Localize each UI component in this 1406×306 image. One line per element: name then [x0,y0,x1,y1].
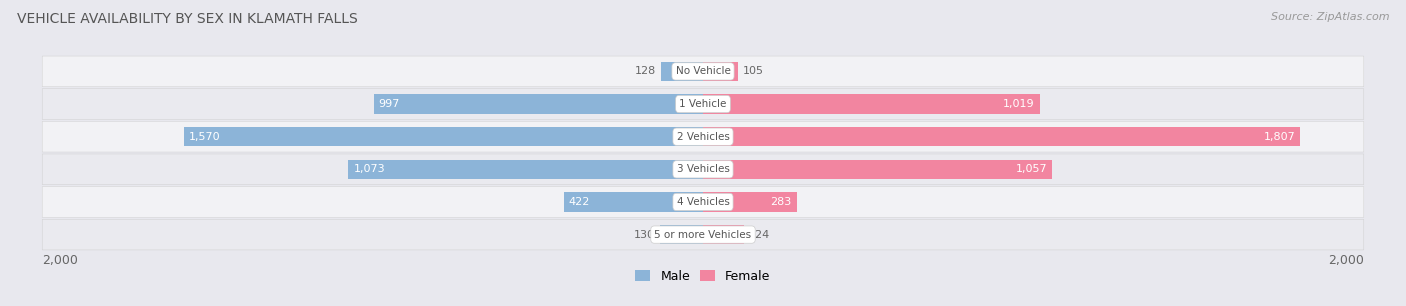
Text: 4 Vehicles: 4 Vehicles [676,197,730,207]
Bar [564,192,703,212]
Text: 1,019: 1,019 [1002,99,1035,109]
FancyBboxPatch shape [42,121,1364,152]
Text: No Vehicle: No Vehicle [675,66,731,76]
Bar [374,94,703,114]
Text: 2,000: 2,000 [1327,254,1364,267]
Text: 2 Vehicles: 2 Vehicles [676,132,730,142]
Text: 283: 283 [770,197,792,207]
Text: 105: 105 [742,66,763,76]
Bar [659,225,703,244]
FancyBboxPatch shape [42,219,1364,250]
Bar [703,159,1052,179]
FancyBboxPatch shape [42,56,1364,87]
FancyBboxPatch shape [42,187,1364,217]
Text: 1,570: 1,570 [190,132,221,142]
Bar [703,225,744,244]
Text: 130: 130 [634,230,655,240]
Text: 1,073: 1,073 [353,164,385,174]
Text: 422: 422 [568,197,591,207]
Bar [703,94,1039,114]
Text: 997: 997 [378,99,399,109]
Bar [703,127,1301,147]
Text: 1,807: 1,807 [1264,132,1295,142]
Bar [349,159,703,179]
Text: 1,057: 1,057 [1015,164,1047,174]
Text: 2,000: 2,000 [42,254,79,267]
FancyBboxPatch shape [42,154,1364,185]
Bar [184,127,703,147]
Bar [703,62,738,81]
Text: VEHICLE AVAILABILITY BY SEX IN KLAMATH FALLS: VEHICLE AVAILABILITY BY SEX IN KLAMATH F… [17,12,357,26]
Legend: Male, Female: Male, Female [630,265,776,288]
Text: 128: 128 [634,66,655,76]
Bar [703,192,797,212]
Text: 3 Vehicles: 3 Vehicles [676,164,730,174]
Text: Source: ZipAtlas.com: Source: ZipAtlas.com [1271,12,1389,22]
Text: 124: 124 [749,230,770,240]
FancyBboxPatch shape [42,89,1364,119]
Bar [661,62,703,81]
Text: 1 Vehicle: 1 Vehicle [679,99,727,109]
Text: 5 or more Vehicles: 5 or more Vehicles [654,230,752,240]
